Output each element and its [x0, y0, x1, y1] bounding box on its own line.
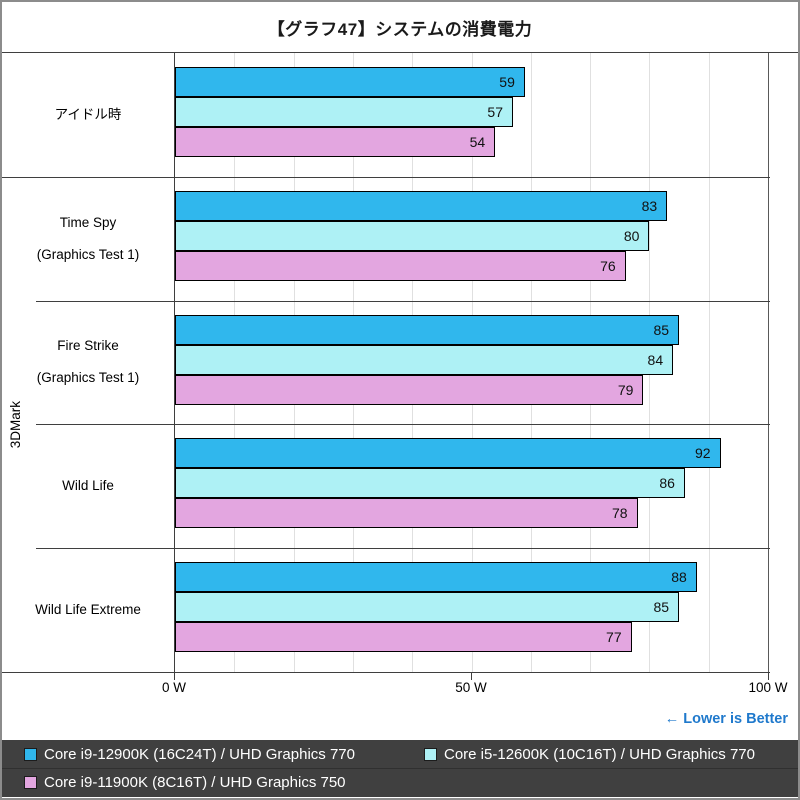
legend-marker [24, 747, 37, 761]
legend-item: Core i9-11900K (8C16T) / UHD Graphics 75… [24, 774, 424, 791]
bar-value-label: 78 [611, 505, 628, 522]
x-axis-tick-label: 0 W [161, 680, 187, 695]
category-label: Fire Strike (Graphics Test 1) [36, 338, 140, 386]
bar: 85 [175, 314, 680, 345]
category-label: Time Spy (Graphics Test 1) [36, 214, 140, 262]
bar-value-label: 85 [653, 321, 670, 338]
bar-value-label: 79 [617, 381, 634, 398]
bar: 84 [175, 344, 674, 375]
bar-value-label: 80 [623, 227, 640, 244]
legend-item: Core i5-12600K (10C16T) / UHD Graphics 7… [424, 746, 798, 763]
bar-value-label: 76 [600, 257, 616, 274]
x-axis-tick [174, 672, 175, 680]
category-separator-line [36, 424, 770, 425]
category-row: 85 84 79 [175, 301, 768, 425]
bar-value-label: 83 [641, 197, 658, 214]
legend-marker [24, 775, 37, 789]
x-axis-tick [768, 672, 769, 680]
bar-value-label: 85 [653, 599, 670, 616]
bar: 54 [175, 127, 496, 157]
bar-value-label: 86 [659, 475, 675, 492]
bar-value-label: 57 [487, 104, 503, 120]
title-band: 【グラフ47】システムの消費電力 [2, 2, 798, 53]
legend-label: Core i9-12900K (16C24T) / UHD Graphics 7… [44, 745, 355, 763]
legend-item: Core i9-12900K (16C24T) / UHD Graphics 7… [24, 746, 424, 763]
category-separator-line [36, 548, 770, 549]
legend-label: Core i9-11900K (8C16T) / UHD Graphics 75… [44, 773, 346, 791]
x-axis-tick [471, 672, 472, 680]
x-axis-tick-labels: 0 W 50 W 100 W [2, 680, 798, 700]
bar-value-label: 88 [671, 569, 687, 586]
legend-label: Core i5-12600K (10C16T) / UHD Graphics 7… [444, 745, 755, 763]
lower-is-better-note: ← Lower is Better [664, 711, 788, 727]
gridline [708, 53, 710, 673]
category-row: 92 86 78 [175, 424, 768, 548]
legend-row-divider [2, 768, 798, 769]
category-row: 59 57 54 [175, 53, 768, 177]
bar: 77 [175, 622, 632, 653]
bar: 57 [175, 97, 513, 127]
category-row: 83 80 76 [175, 177, 768, 301]
category-separator-line [36, 301, 770, 302]
bar: 86 [175, 468, 685, 499]
x-axis-line [2, 672, 770, 673]
bar: 80 [175, 220, 650, 251]
legend-marker [424, 747, 437, 761]
chart-title: 【グラフ47】システムの消費電力 [267, 19, 533, 39]
category-label: Wild Life [62, 478, 114, 494]
bar: 83 [175, 190, 668, 221]
bar-value-label: 54 [469, 134, 486, 150]
bar-value-label: 84 [647, 351, 664, 368]
category-label: Wild Life Extreme [35, 602, 141, 618]
category-row: 88 85 77 [175, 548, 768, 672]
legend: Core i9-12900K (16C24T) / UHD Graphics 7… [2, 740, 798, 797]
bar: 79 [175, 374, 644, 405]
bar-value-label: 92 [694, 445, 711, 462]
bar-value-label: 77 [606, 629, 622, 646]
category-label: アイドル時 [54, 106, 122, 122]
bar: 59 [175, 67, 525, 97]
bar: 92 [175, 438, 721, 469]
axis-group-label-3dmark: 3DMark [7, 401, 23, 449]
x-axis-tick-label: 100 W [748, 680, 788, 695]
category-separator-line [2, 177, 770, 178]
bar-value-label: 59 [499, 74, 515, 90]
bar: 85 [175, 592, 680, 623]
chart-area: 59 57 54 83 80 76 85 84 79 92 86 78 88 85 77 アイドル時 Time… [2, 53, 798, 680]
bar: 78 [175, 498, 638, 529]
plot-area: 59 57 54 83 80 76 85 84 79 92 86 78 88 85 77 [174, 53, 769, 673]
bar: 76 [175, 250, 626, 281]
bar: 88 [175, 562, 697, 593]
category-axis-labels: アイドル時 Time Spy (Graphics Test 1) Fire Strik… [4, 53, 172, 673]
x-axis-tick-label: 50 W [455, 680, 487, 695]
